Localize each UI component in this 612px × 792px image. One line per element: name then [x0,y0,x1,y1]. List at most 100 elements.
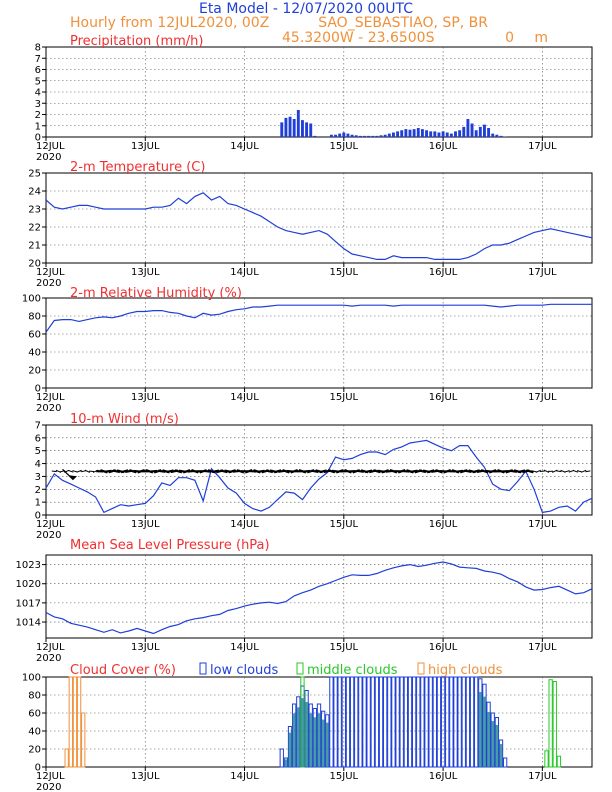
panel-5-xtick-label: 17JUL [528,642,557,653]
wind-arrow [76,469,82,473]
cloud-bar [449,676,454,768]
panel-5-xtick-label: 15JUL [330,642,359,653]
precip-bar [400,130,404,137]
panel-2-xtick-label: 13JUL [131,267,160,278]
cloud-bar [76,676,82,768]
cloud-bar-fill [491,721,495,767]
panel-5-year-label: 2020 [36,653,61,664]
wind-arrow [564,470,570,473]
precip-bar [301,120,304,137]
cloud-bar [354,676,359,768]
panel-3-year-label: 2020 [36,403,61,414]
precip-bar [483,124,486,137]
wind-arrow [552,469,558,473]
panel-2-title: 2-m Temperature (C) [70,160,205,175]
low-clouds-legend-label: low clouds [210,663,279,678]
wind-arrow [68,469,74,473]
panel-5-ytick-label: 1023 [16,560,41,571]
panel-1-year-label: 2020 [36,152,61,163]
precip-bar [437,132,441,137]
precip-bar [284,117,288,137]
precip-bar [313,135,317,137]
panel-1-ytick-label: 3 [35,99,41,110]
cloud-bar [81,712,86,768]
panel-4-ytick-label: 7 [35,421,41,432]
precip-bar [429,131,433,137]
precip-bar [354,135,358,137]
panel-4-ytick-label: 3 [35,472,41,483]
panel-2-ytick-label: 24 [28,187,41,198]
wind-arrow [576,470,583,473]
panel-2-year-label: 2020 [36,278,61,289]
cloud-bar [366,676,371,768]
panel-1-xtick-label: 13JUL [131,141,160,152]
panel-3-ytick-label: 60 [28,330,41,341]
precip-bar [363,135,366,137]
cloud-bar-fill [292,713,296,767]
middle-clouds-legend-icon [296,662,304,675]
high-clouds-legend-label: high clouds [428,663,503,678]
panel-6-ytick-label: 40 [28,727,41,738]
panel-1-xtick-label: 16JUL [429,141,458,152]
panel-1-ytick-label: 0 [35,133,41,144]
cloud-bar [544,750,549,768]
cloud-bar [552,681,557,768]
series-line-2 [45,192,593,260]
cloud-bar-fill [483,696,486,767]
panel-3-ytick-label: 80 [28,312,41,323]
cloud-bar [465,676,471,768]
station-elevation: 0 [505,30,514,46]
cloud-bar-fill [288,732,292,767]
cloud-bar [358,676,363,768]
panel-2-ytick-label: 22 [28,223,41,234]
panel-1-ytick-label: 2 [35,110,41,121]
precip-bar [346,133,350,137]
panel-4-ytick-label: 6 [35,433,41,444]
precip-bar [358,135,362,137]
cloud-bar [345,676,351,768]
panel-4-title: 10-m Wind (m/s) [70,412,179,427]
panel-5-xtick-label: 16JUL [429,642,458,653]
precip-bar [338,133,342,137]
cloud-bar-fill [305,701,309,767]
panel-2-xtick-label: 12JUL [36,267,65,278]
cloud-bar-fill [321,719,325,767]
cloud-bar [395,676,400,768]
wind-arrow [556,470,562,473]
precip-bar [454,131,457,137]
precip-bar [396,131,400,137]
cloud-bar [329,676,334,768]
panel-5-xtick-label: 12JUL [36,642,65,653]
cloud-bar [279,748,284,768]
cloud-bar-fill [478,692,482,767]
precip-bar [309,123,313,137]
precip-bar [425,130,428,137]
precip-bar [375,135,379,137]
panel-6-title: Cloud Cover (%) [70,663,176,678]
precip-bar [371,135,375,137]
precip-bar [495,134,499,137]
cloud-bar [407,676,413,768]
panel-2-frame [45,172,593,264]
cloud-bar [370,676,375,768]
cloud-bar [428,676,433,768]
cloud-bar [72,676,78,768]
precip-bar [408,129,412,137]
cloud-bar [440,676,446,768]
wind-arrow [535,469,541,473]
panel-4-xtick-label: 12JUL [36,519,65,530]
series-line-5 [45,561,593,635]
precip-bar [420,129,424,137]
cloud-bar [64,748,69,768]
panel-3-xtick-label: 13JUL [131,392,160,403]
precip-bar [433,131,437,137]
panel-1-ytick-label: 5 [35,76,41,87]
cloud-bar [461,676,466,768]
chart-title: Eta Model - 12/07/2020 00UTC [199,1,413,17]
station-coords: 45.3200W - 23.6500S [282,30,435,46]
cloud-bar [474,676,479,768]
panel-4-xtick-label: 14JUL [230,519,259,530]
precip-bar [329,134,333,137]
precip-bar [499,135,503,137]
panel-4-frame [45,424,593,516]
